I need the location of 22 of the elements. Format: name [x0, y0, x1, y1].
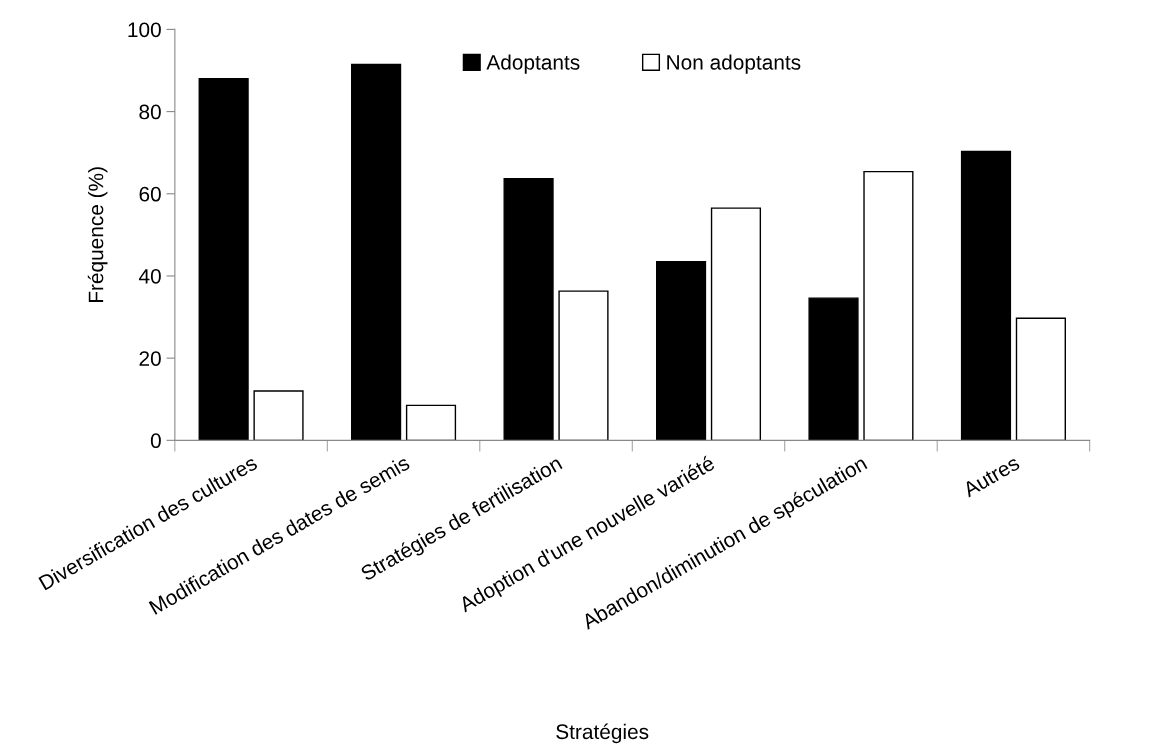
bar: [503, 177, 554, 441]
legend-label: Non adoptants: [667, 54, 801, 74]
bar: [198, 78, 249, 441]
y-tick-label: 80: [139, 104, 161, 120]
legend-label: Adoptants: [486, 54, 580, 74]
y-axis-title: Fréquence (%): [87, 167, 108, 303]
y-tick-label: 100: [128, 22, 161, 38]
y-tick-label: 40: [138, 268, 161, 284]
bar: [558, 290, 609, 441]
bar: [960, 150, 1012, 441]
y-tick-label: 0: [150, 433, 161, 449]
bar: [863, 170, 914, 441]
bar: [253, 390, 304, 441]
bar: [351, 63, 402, 441]
y-tick-label: 60: [139, 186, 161, 202]
y-tick-label: 20: [139, 351, 161, 366]
bar: [655, 260, 707, 441]
bar: [808, 297, 859, 441]
x-axis-title: Stratégies: [556, 723, 649, 744]
bar: [405, 404, 457, 441]
bar: [710, 207, 762, 441]
bar: [1015, 317, 1066, 441]
